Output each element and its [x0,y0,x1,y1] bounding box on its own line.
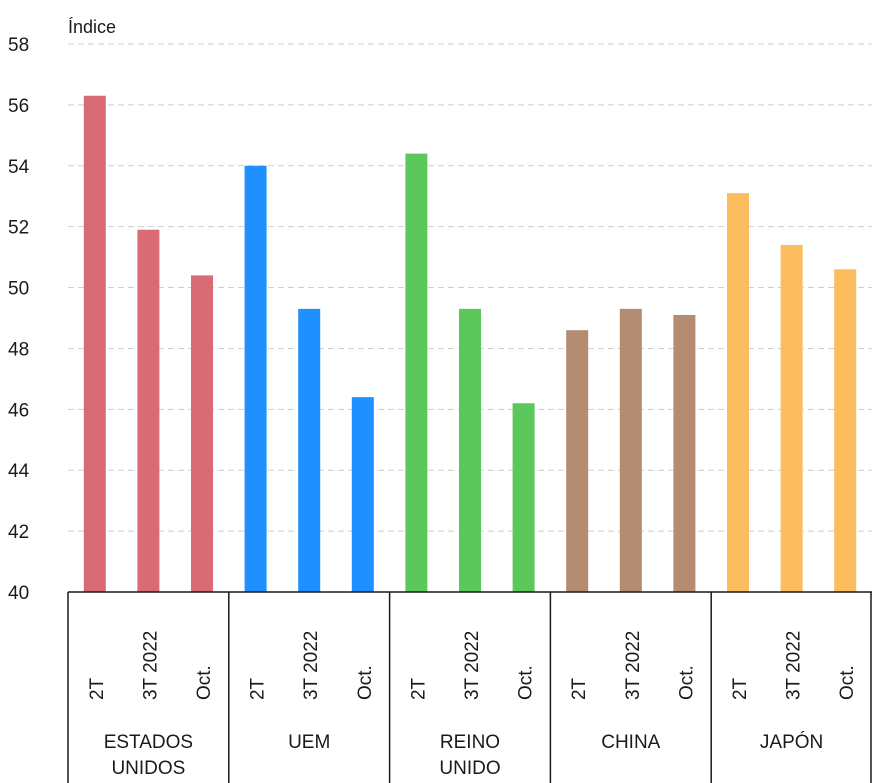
group-label: JAPÓN [760,731,823,753]
bar [566,330,589,592]
group-label: UEM [288,732,330,753]
bar-group [83,95,213,592]
y-tick-label: 46 [8,400,29,421]
y-tick-label: 40 [8,583,29,604]
x-axis: 2T 3T 2022 Oct. ESTADOS UNIDOS 2T 3T 2022 Oct. U… [67,591,872,783]
group-label: ESTADOS UNIDOS [104,732,193,779]
x-tick-label: 2T [408,677,429,700]
bar [405,153,428,592]
bar [459,308,481,592]
x-tick-label: 3T 2022 [462,631,483,700]
bar-group [727,193,857,592]
y-tick-label: 56 [8,96,29,117]
y-tick-label: 52 [8,218,29,239]
bar-group [405,153,535,592]
y-tick-label: 44 [8,461,30,482]
x-tick-label: Oct. [516,665,537,700]
bar-group [244,165,374,592]
y-axis-label: Índice [68,17,116,37]
bar [673,314,696,592]
y-axis-ticks: 40 42 44 46 48 50 52 54 56 58 [8,35,30,604]
bar [83,95,106,592]
group-label: CHINA [601,732,660,753]
bar [298,308,321,592]
x-tick-label: 3T 2022 [784,631,805,700]
bar [351,397,374,592]
x-tick-label: 3T 2022 [140,631,161,700]
y-tick-label: 42 [8,522,29,543]
bar [512,403,535,592]
y-tick-label: 58 [8,35,29,56]
x-tick-label: 2T [730,677,751,700]
bars [83,95,857,592]
x-tick-label: Oct. [355,665,376,700]
group-label: REINO UNIDO [439,732,500,779]
x-tick-label: 3T 2022 [301,631,322,700]
y-tick-label: 48 [8,339,29,360]
bar [780,244,803,592]
x-tick-label: Oct. [837,665,858,700]
bar [834,269,857,592]
x-tick-label: 3T 2022 [623,631,644,700]
x-tick-label: Oct. [194,665,215,700]
bar [137,229,160,592]
bar [244,165,267,592]
x-tick-label: 2T [248,677,269,700]
x-tick-label: Oct. [676,665,697,700]
y-tick-label: 54 [8,157,30,178]
x-tick-label: 2T [87,677,108,700]
bar-group [566,308,696,592]
bar [191,275,213,592]
bar [727,193,749,592]
x-tick-label: 2T [569,677,590,700]
y-tick-label: 50 [8,279,29,300]
bar [619,308,642,592]
